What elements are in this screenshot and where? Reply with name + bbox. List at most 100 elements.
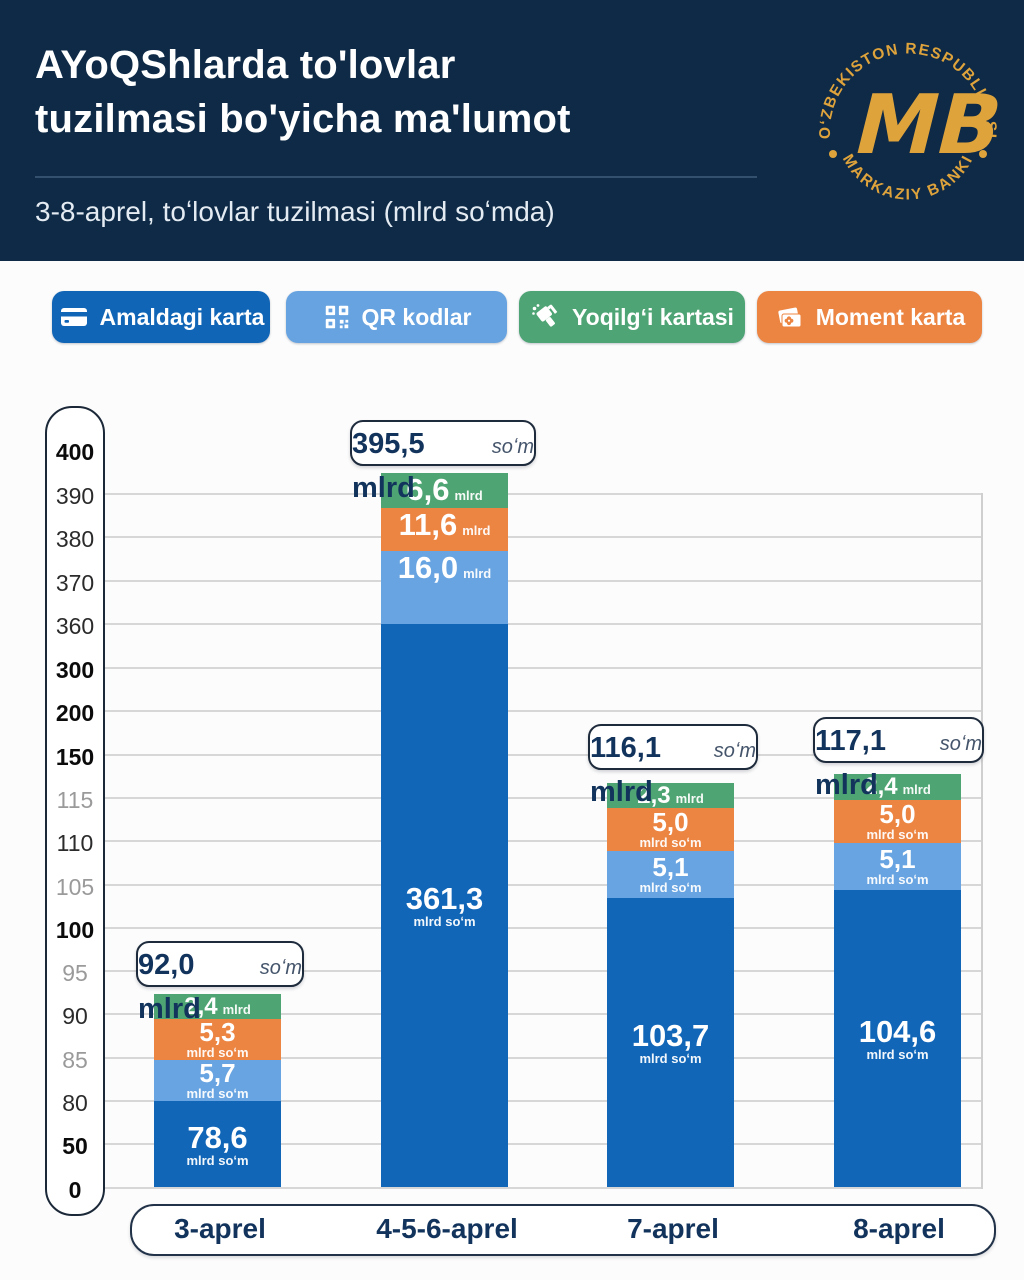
y-tick: 80 [62, 1090, 88, 1116]
gridline [101, 884, 982, 886]
total-label-3-aprel: 92,0 mlrd soʻm [136, 941, 304, 1025]
y-tick: 100 [55, 917, 95, 943]
segment-value: 104,6 [858, 1014, 937, 1049]
total-value: 117,1 mlrd [815, 725, 886, 801]
qr-code-icon [325, 305, 348, 329]
segment-yoqilgi-kartasi: 2,3 mlrd [607, 783, 734, 808]
y-tick: 400 [55, 439, 95, 465]
legend-button-yoqilgi-kartasi[interactable]: Yoqilgʻi kartasi [519, 291, 745, 343]
gridline [101, 1187, 982, 1189]
segment-unit: mlrd [462, 523, 491, 538]
segment-value: 16,0 [397, 551, 459, 585]
segment-value: 2,3 [637, 783, 671, 808]
segment-qr-kodlar: 5,7 mlrd soʻm [154, 1060, 281, 1101]
page-title-line1: AYoQShlarda to'lovlar [35, 43, 456, 87]
bar-8-aprel: 2,4 mlrd 5,0 mlrd soʻm 5,1 mlrd soʻm 104… [834, 774, 961, 1187]
subtitle: 3-8-aprel, toʻlovlar tuzilmasi (mlrd soʻ… [35, 196, 555, 227]
gridline [101, 710, 982, 712]
moment-cards-icon [778, 307, 802, 328]
segment-value: 2,4 [864, 774, 898, 800]
gridline [101, 1057, 982, 1059]
gridline [101, 754, 982, 756]
y-tick: 90 [62, 1003, 88, 1029]
segment-qr-kodlar: 5,1 mlrd soʻm [834, 843, 961, 890]
segment-value: 5,1 [879, 844, 916, 874]
total-suffix: soʻm [713, 740, 756, 762]
y-tick: 370 [55, 570, 95, 596]
legend-button-amaldagi-karta[interactable]: Amaldagi karta [52, 291, 270, 343]
title-divider [35, 176, 757, 178]
fuel-nozzle-icon [532, 304, 558, 327]
segment-unit: mlrd soʻm [639, 880, 702, 895]
x-label-7-aprel: 7-aprel [627, 1213, 719, 1244]
legend-label: Yoqilgʻi kartasi [572, 303, 734, 330]
gridline [101, 1143, 982, 1145]
segment-unit: mlrd soʻm [186, 1086, 249, 1101]
total-suffix: soʻm [939, 733, 982, 755]
gridline [101, 623, 982, 625]
segment-value: 5,0 [652, 808, 689, 837]
page-title: AYoQShlarda to'lovlar tuzilmasi bo'yicha… [35, 38, 571, 146]
segment-yoqilgi-kartasi: 6,6 mlrd [381, 473, 508, 508]
segment-value: 5,1 [652, 852, 689, 882]
total-value: 395,5 mlrd [352, 428, 425, 504]
y-tick: 110 [56, 830, 94, 856]
gridline [101, 927, 982, 929]
segment-moment-karta: 5,3 mlrd soʻm [154, 1019, 281, 1060]
segment-unit: mlrd soʻm [186, 1152, 249, 1168]
bar-4-5-6-aprel: 6,6 mlrd 11,6 mlrd 16,0 mlrd 361,3 mlrd … [381, 473, 508, 1187]
segment-moment-karta: 11,6 mlrd [381, 508, 508, 551]
legend-button-qr-kodlar[interactable]: QR kodlar [286, 291, 507, 343]
logo-dot-left [829, 150, 837, 158]
segment-value: 11,6 [398, 508, 458, 542]
y-tick: 105 [55, 874, 95, 900]
x-label-3-aprel: 3-aprel [174, 1213, 266, 1244]
gridline [101, 580, 982, 582]
segment-value: 5,0 [879, 800, 916, 829]
segment-amaldagi-karta: 78,6 mlrd soʻm [154, 1101, 281, 1187]
gridline [101, 1013, 982, 1015]
segment-value: 2,4 [184, 994, 218, 1019]
gridline [101, 840, 982, 842]
gridline [101, 536, 982, 538]
credit-card-icon [60, 308, 87, 326]
gridline [101, 493, 982, 495]
y-tick: 115 [56, 787, 94, 813]
segment-value: 5,3 [199, 1019, 236, 1047]
segment-unit: mlrd [454, 488, 483, 503]
legend-label: QR kodlar [361, 303, 472, 330]
header: AYoQShlarda to'lovlar tuzilmasi bo'yicha… [0, 0, 1024, 261]
total-suffix: soʻm [491, 436, 534, 458]
segment-moment-karta: 5,0 mlrd soʻm [834, 800, 961, 843]
x-label-4-5-6-aprel: 4-5-6-aprel [376, 1213, 518, 1244]
legend-label: Amaldagi karta [99, 303, 265, 330]
total-value: 92,0 mlrd [138, 949, 201, 1025]
segment-moment-karta: 5,0 mlrd soʻm [607, 808, 734, 851]
segment-unit: mlrd soʻm [866, 827, 929, 842]
segment-unit: mlrd [675, 791, 704, 806]
gridline [101, 667, 982, 669]
y-tick: 300 [55, 657, 95, 683]
svg-text:MB: MB [845, 77, 1008, 173]
segment-amaldagi-karta: 103,7 mlrd soʻm [607, 898, 734, 1187]
logo-monogram: MB [845, 77, 1008, 173]
segment-value: 361,3 [405, 881, 484, 916]
total-label-4-5-6-aprel: 395,5 mlrd soʻm [350, 420, 536, 504]
y-tick: 200 [55, 700, 95, 726]
segment-value: 5,7 [199, 1060, 236, 1088]
legend-button-moment-karta[interactable]: Moment karta [757, 291, 982, 343]
segment-qr-kodlar: 5,1 mlrd soʻm [607, 851, 734, 898]
segment-qr-kodlar: 16,0 mlrd [381, 551, 508, 624]
segment-unit: mlrd [902, 782, 931, 797]
y-tick: 0 [68, 1177, 82, 1203]
segment-unit: mlrd soʻm [639, 1051, 702, 1066]
total-suffix: soʻm [259, 957, 302, 979]
central-bank-logo: OʻZBEKISTON RESPUBLIKASI MARKAZIY BANKI … [817, 40, 1008, 203]
segment-value: 78,6 [187, 1119, 248, 1155]
segment-amaldagi-karta: 104,6 mlrd soʻm [834, 890, 961, 1187]
logo-dot-right [979, 150, 987, 158]
gridline [101, 797, 982, 799]
y-tick: 380 [55, 526, 95, 552]
